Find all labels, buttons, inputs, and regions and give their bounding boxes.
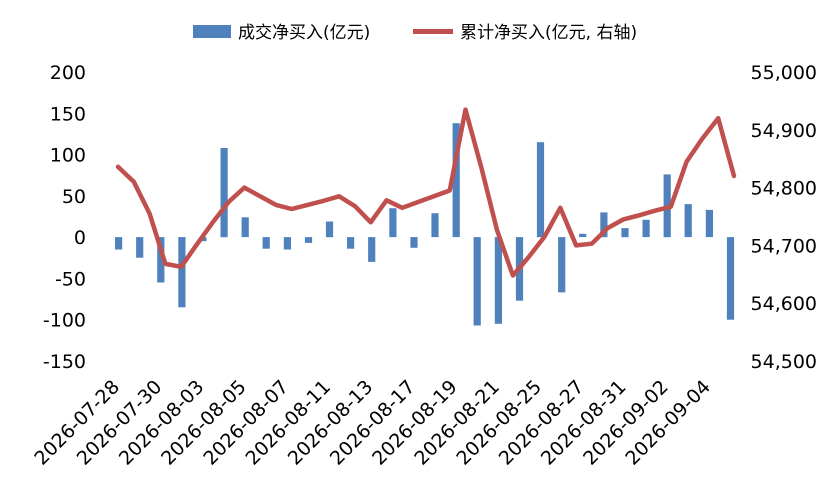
bar	[389, 208, 397, 238]
bar	[136, 237, 144, 258]
bar	[347, 237, 355, 249]
bar	[431, 213, 439, 238]
left-axis-tick-label: 150	[50, 103, 86, 125]
bar	[283, 237, 291, 250]
line-series	[115, 107, 737, 278]
left-axis-tick-label: 0	[74, 227, 86, 249]
legend-bar-label: 成交净买入(亿元)	[238, 23, 370, 43]
bar	[684, 204, 692, 238]
bar	[621, 228, 629, 238]
bar	[452, 123, 460, 238]
right-axis-ticks: 55,000 54,900 54,800 54,700 54,600 54,500	[751, 62, 817, 373]
bar	[368, 237, 376, 262]
left-axis-tick-label: 100	[50, 145, 86, 167]
right-axis-tick-label: 55,000	[751, 62, 817, 84]
bar	[473, 237, 481, 326]
bar	[157, 237, 165, 283]
bar-series	[115, 123, 735, 326]
bar	[410, 237, 418, 248]
legend-bar-swatch	[193, 25, 231, 38]
left-axis-ticks: 200 150 100 50 0 -50 -100 -150	[43, 62, 86, 373]
left-axis-tick-label: -150	[43, 351, 86, 373]
bar	[642, 219, 650, 238]
right-axis-tick-label: 54,800	[751, 178, 817, 200]
bar	[178, 237, 186, 308]
left-axis-tick-label: 50	[62, 186, 86, 208]
legend-line-label: 累计净买入(亿元, 右轴)	[460, 23, 637, 43]
x-axis-ticks: 2026-07-282026-07-302026-08-032026-08-05…	[30, 376, 715, 470]
right-axis-tick-label: 54,500	[751, 351, 817, 373]
right-axis-tick-label: 54,900	[751, 120, 817, 142]
bar	[536, 142, 545, 238]
bar	[494, 237, 502, 324]
left-axis-tick-label: -50	[55, 268, 86, 290]
bar	[600, 212, 608, 238]
bar	[705, 209, 713, 238]
bar	[726, 237, 735, 320]
bar	[115, 237, 123, 250]
left-axis-tick-label: -100	[43, 310, 86, 332]
left-axis-tick-label: 200	[50, 62, 86, 84]
bar	[325, 221, 334, 238]
bar	[304, 237, 313, 243]
right-axis-tick-label: 54,700	[751, 235, 817, 257]
bar	[220, 148, 228, 238]
cumulative-net-buy-line	[115, 107, 737, 278]
bar	[241, 217, 249, 238]
bar	[579, 233, 587, 238]
right-axis-tick-label: 54,600	[751, 293, 817, 315]
legend: 成交净买入(亿元) 累计净买入(亿元, 右轴)	[193, 23, 637, 43]
bar	[262, 237, 270, 249]
bar	[558, 237, 566, 293]
